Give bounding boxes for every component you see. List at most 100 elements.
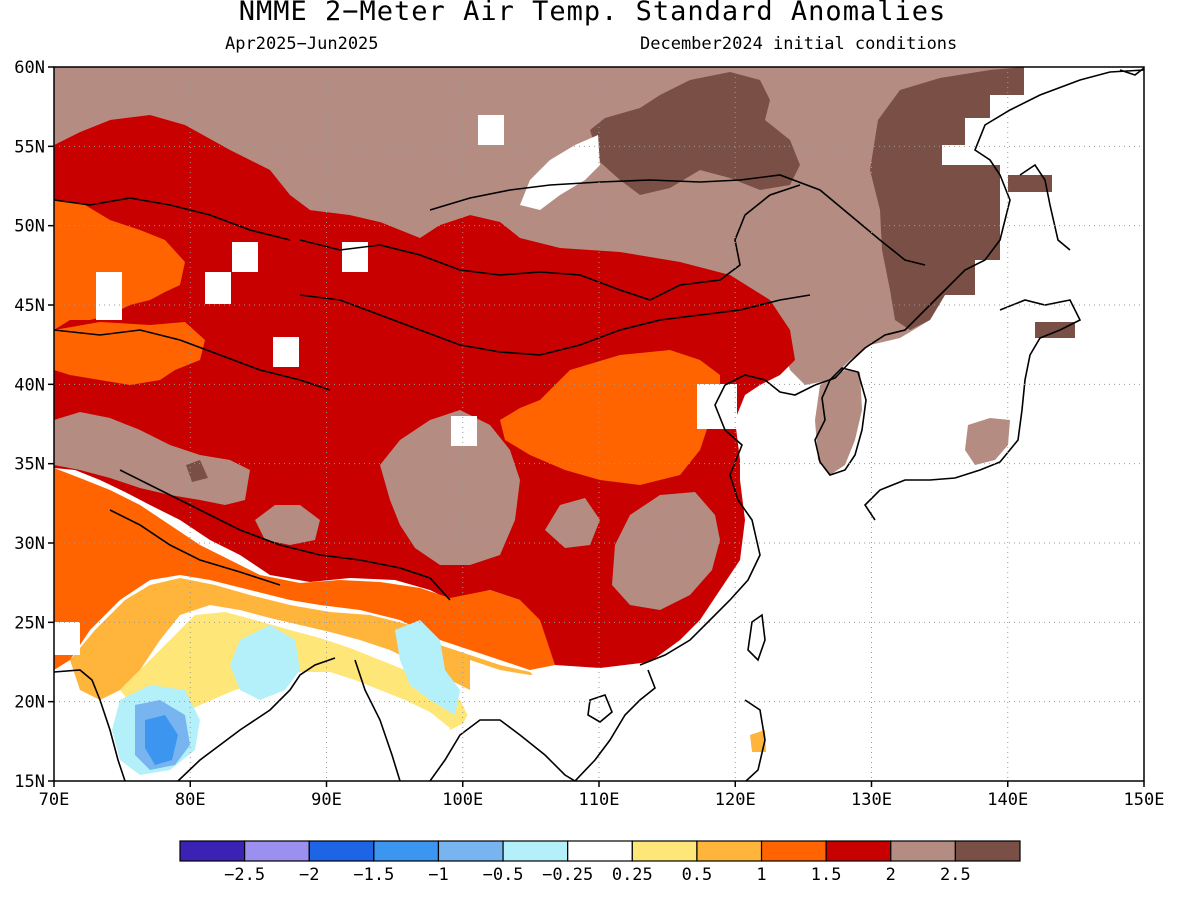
colorbar-label: −1 [428,865,448,885]
lat-tick-label: 30N [14,534,45,554]
border-china-north [299,294,811,356]
lat-tick-label: 40N [14,375,45,395]
coastline-korea [814,367,867,476]
map-axes: 70E 80E 90E 100E 110E 120E 130E 140E 150E 15N 20N 2… [14,58,1164,810]
lat-tick-label: 20N [14,693,45,713]
border-russia-mongolia [429,179,741,211]
anomaly-region-high-japan [965,418,1010,465]
anomaly-region-neutral-india [170,672,450,781]
colorbar-label: 1.5 [811,865,842,885]
anomaly-region-neutral-indochina [440,660,660,781]
coastline-taiwan [747,613,766,662]
lon-tick-label: 70E [39,790,70,810]
colorbar: −2.5 −2 −1.5 −1 −0.5 −0.25 0.25 0.5 1 1.5 2 2.5 [179,840,1021,885]
anomaly-fields [54,67,1075,781]
lon-tick-label: 130E [851,790,892,810]
border-tibet-south [109,509,281,586]
anomaly-region-1-south [70,578,550,710]
colorbar-swatch [567,840,633,862]
lon-tick-label: 100E [442,790,483,810]
border-himalaya [119,469,451,601]
init-conditions-label: December2024 initial conditions [640,34,958,54]
coastline-east-asia [639,69,1144,666]
lake-mask-khovsgol [478,115,504,145]
colorbar-swatch [244,840,310,862]
anomaly-region-1-5-central-east [500,350,720,485]
colorbar-swatch [437,840,504,862]
colorbar-label: −2 [299,865,319,885]
colorbar-label: 2 [886,865,896,885]
coastline-hainan [587,694,613,723]
grid-lines [54,67,1144,781]
anomaly-region-1-5-west [54,200,185,330]
lake-mask-baikal [520,135,600,210]
anomaly-region-high-hokkaido [1035,322,1075,338]
border-mongolia [299,184,801,301]
coastlines-borders [54,67,1144,781]
colorbar-swatch [502,840,569,862]
coastline-philippines [744,699,766,781]
coastline-india-west [54,669,126,781]
anomaly-region-taiwan [750,730,766,752]
lat-tick-label: 60N [14,58,45,78]
lake-mask-qinghai [451,416,477,446]
colorbar-label: −1.5 [353,865,394,885]
colorbar-label: −2.5 [224,865,265,885]
coastline-india-east [177,657,336,781]
lake-mask-issyk [273,337,299,367]
lat-tick-label: 45N [14,296,45,316]
coastline-sakhalin [1019,163,1071,251]
colorbar-label: −0.5 [483,865,524,885]
coastline-kamchatka [1119,67,1144,76]
colorbar-swatch [696,840,763,862]
lon-tick-label: 80E [175,790,206,810]
season-label: Apr2025−Jun2025 [225,34,379,54]
lat-tick-label: 35N [14,455,45,475]
border-central-asia [54,329,331,391]
lon-tick-label: 140E [987,790,1028,810]
colorbar-swatch [373,840,440,862]
anomaly-region-cool-0-25-a [230,625,300,700]
colorbar-label: −0.25 [542,865,593,885]
colorbar-swatch [890,840,956,862]
colorbar-swatch [825,840,892,862]
coastline-japan [863,299,1082,521]
lat-tick-label: 15N [14,772,45,792]
colorbar-swatch [760,840,827,862]
anomaly-region-high-east [612,492,720,610]
lon-tick-label: 110E [579,790,620,810]
sea-mask-bohai [697,384,737,429]
anomaly-region-cool-0-25-c [395,620,460,715]
anomaly-region-1-5-west-b [54,322,205,385]
colorbar-swatch [631,840,698,862]
anomaly-region-vh-tibet-dot [186,460,208,482]
anomaly-region-1-5-south [54,468,555,670]
lake-mask-aral [96,272,122,320]
colorbar-swatch [179,840,246,862]
colorbar-label: 0.25 [612,865,653,885]
colorbar-label: 2.5 [940,865,971,885]
coastline-vietnam [574,669,656,781]
lake-mask-balkhash [232,242,258,272]
anomaly-region-high-tibet-b [255,505,320,545]
lat-tick-label: 55N [14,137,45,157]
lat-tick-label: 25N [14,613,45,633]
border-russia-china-ne [739,174,926,266]
anomaly-region-vh-sakhalin [1008,175,1052,192]
lon-tick-label: 150E [1124,790,1165,810]
map-title: NMME 2−Meter Air Temp. Standard Anomalie… [238,0,947,27]
lake-mask-alakol [205,272,231,304]
colorbar-label: 0.5 [682,865,713,885]
lat-tick-label: 50N [14,217,45,237]
coastline-indochina [429,719,576,781]
lon-tick-label: 120E [715,790,756,810]
anomaly-region-very-high-north [590,72,800,195]
coastline-myanmar [354,659,401,781]
lon-tick-label: 90E [311,790,342,810]
colorbar-swatch [954,840,1021,862]
sea-mask-west-india [54,622,80,655]
colorbar-swatch [308,840,375,862]
anomaly-region-very-high-northeast [870,67,1024,330]
border-russia-kaz [54,197,291,241]
